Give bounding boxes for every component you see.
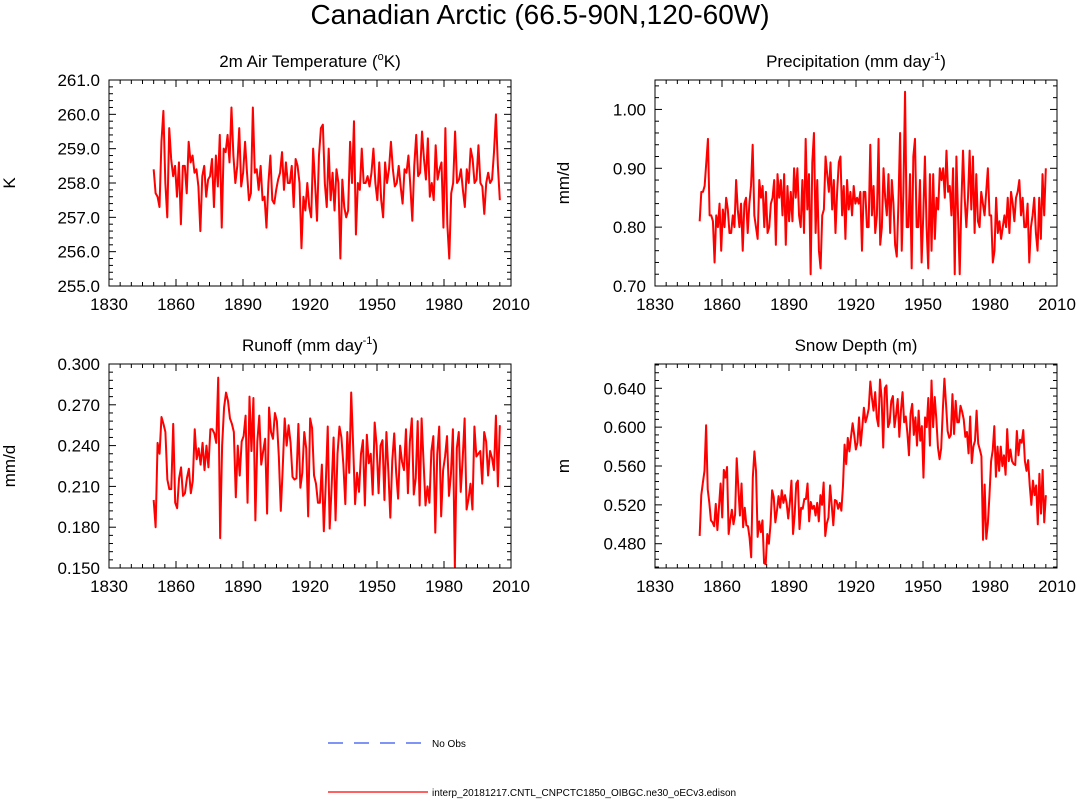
- legend: No Obs interp_20181217.CNTL_CNPCTC1850_O…: [328, 739, 736, 799]
- y-tick-label-0-210: 0.210: [57, 477, 100, 496]
- x-tick-label-1980: 1980: [425, 295, 463, 314]
- panel-title-superscript: o: [378, 51, 384, 63]
- x-tick-label-1860: 1860: [703, 577, 741, 596]
- x-tick-label-1980: 1980: [425, 577, 463, 596]
- panel-temperature: 2m Air Temperature (oK) K 1830 1860 1890 1920…: [0, 51, 530, 314]
- x-tick-label-1980: 1980: [971, 577, 1009, 596]
- x-tick-label-1830: 1830: [90, 577, 128, 596]
- y-tick-label-0-640: 0.640: [603, 379, 646, 398]
- y-tick-label-0-600: 0.600: [603, 418, 646, 437]
- y-tick-label-0-560: 0.560: [603, 457, 646, 476]
- y-tick-label-0-270: 0.270: [57, 396, 100, 415]
- x-tick-label-1890: 1890: [224, 295, 262, 314]
- panel-title: 2m Air Temperature (oK): [219, 51, 401, 71]
- x-tick-label-1920: 1920: [837, 295, 875, 314]
- series-line-temperature: [152, 106, 501, 260]
- y-tick-label-255-0: 255.0: [57, 277, 100, 296]
- x-tick-label-1920: 1920: [291, 577, 329, 596]
- y-axis-label: mm/d: [554, 162, 573, 205]
- panel-title-main: Snow Depth (m): [795, 336, 918, 355]
- panel-title: Snow Depth (m): [795, 336, 918, 355]
- x-tick-label-2010: 2010: [492, 577, 530, 596]
- panel-title-main: Runoff (mm day: [242, 336, 363, 355]
- panel-title-superscript: -1: [930, 51, 940, 63]
- y-tick-label-257-0: 257.0: [57, 208, 100, 227]
- x-tick-label-1860: 1860: [157, 577, 195, 596]
- plot-frame: [108, 79, 512, 287]
- y-tick-label-0-150: 0.150: [57, 559, 100, 578]
- y-tick-label-0-520: 0.520: [603, 496, 646, 515]
- y-axis-label: K: [0, 177, 19, 189]
- y-tick-label-261-0: 261.0: [57, 71, 100, 90]
- x-tick-label-2010: 2010: [1038, 577, 1076, 596]
- panel-runoff: Runoff (mm day-1) mm/d 1830 1860 1890 1920 195…: [0, 335, 530, 596]
- panel-title: Runoff (mm day-1): [242, 335, 378, 355]
- panel-title-main: Precipitation (mm day: [766, 52, 931, 71]
- x-tick-label-1890: 1890: [224, 577, 262, 596]
- y-tick-label-259-0: 259.0: [57, 140, 100, 159]
- x-tick-label-1830: 1830: [636, 295, 674, 314]
- x-tick-label-1860: 1860: [703, 295, 741, 314]
- y-tick-label-260-0: 260.0: [57, 105, 100, 124]
- y-tick-label-0-180: 0.180: [57, 518, 100, 537]
- y-axis-label: m: [554, 459, 573, 473]
- x-tick-label-1950: 1950: [904, 295, 942, 314]
- x-tick-label-1890: 1890: [770, 295, 808, 314]
- y-tick-label-258-0: 258.0: [57, 174, 100, 193]
- panel-snow-depth: Snow Depth (m) m 1830 1860 1890 1920 1950 1980 2…: [554, 336, 1076, 596]
- x-tick-label-1950: 1950: [904, 577, 942, 596]
- x-tick-label-1920: 1920: [837, 577, 875, 596]
- figure-title: Canadian Arctic (66.5-90N,120-60W): [310, 0, 769, 30]
- legend-label-model: interp_20181217.CNTL_CNPCTC1850_OIBGC.ne…: [432, 788, 736, 799]
- series-line-precipitation: [698, 90, 1047, 276]
- panel-precipitation: Precipitation (mm day-1) mm/d 1830 1860 1890…: [554, 51, 1076, 314]
- series-line-runoff: [152, 376, 501, 568]
- y-tick-label-0-480: 0.480: [603, 535, 646, 554]
- y-tick-label-0-300: 0.300: [57, 355, 100, 374]
- panel-title-main: 2m Air Temperature (: [219, 52, 378, 71]
- y-axis-label: mm/d: [0, 445, 19, 488]
- x-tick-label-1920: 1920: [291, 295, 329, 314]
- x-tick-label-1860: 1860: [157, 295, 195, 314]
- legend-item-no-obs: No Obs: [328, 739, 466, 750]
- panel-title-tail: K): [384, 52, 401, 71]
- panels: 2m Air Temperature (oK) K 1830 1860 1890 1920…: [0, 51, 1076, 596]
- x-tick-label-2010: 2010: [492, 295, 530, 314]
- panel-title-superscript: -1: [363, 335, 373, 347]
- x-tick-label-1950: 1950: [358, 577, 396, 596]
- panel-title: Precipitation (mm day-1): [766, 51, 946, 71]
- y-tick-label-256-0: 256.0: [57, 243, 100, 262]
- panel-title-tail: ): [372, 336, 378, 355]
- x-tick-label-1830: 1830: [90, 295, 128, 314]
- y-tick-label-0-80: 0.80: [613, 218, 646, 237]
- y-tick-label-0-70: 0.70: [613, 277, 646, 296]
- x-tick-label-2010: 2010: [1038, 295, 1076, 314]
- y-tick-label-1-00: 1.00: [613, 100, 646, 119]
- legend-label-no-obs: No Obs: [432, 739, 466, 750]
- panel-title-tail: ): [940, 52, 946, 71]
- x-tick-label-1950: 1950: [358, 295, 396, 314]
- x-tick-label-1830: 1830: [636, 577, 674, 596]
- series-line-snow-depth: [698, 377, 1047, 566]
- x-tick-label-1890: 1890: [770, 577, 808, 596]
- x-tick-label-1980: 1980: [971, 295, 1009, 314]
- legend-item-model: interp_20181217.CNTL_CNPCTC1850_OIBGC.ne…: [328, 788, 736, 799]
- y-tick-label-0-90: 0.90: [613, 159, 646, 178]
- y-tick-label-0-240: 0.240: [57, 437, 100, 456]
